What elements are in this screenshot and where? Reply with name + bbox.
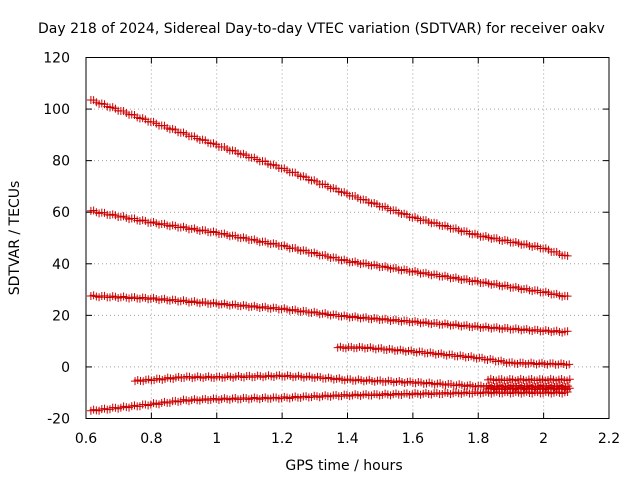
series-track-6 <box>86 387 572 415</box>
y-tick-label: 20 <box>52 308 70 324</box>
y-tick-label: 80 <box>52 154 70 170</box>
data-point <box>565 375 574 384</box>
y-tick-label: 40 <box>52 257 70 273</box>
series-track-1 <box>86 96 572 260</box>
y-axis-label: SDTVAR / TECUs <box>7 181 23 296</box>
x-tick-label: 2 <box>539 431 548 447</box>
x-tick-label: 1 <box>212 431 221 447</box>
x-tick-label: 1.4 <box>336 431 358 447</box>
y-tick-label: 60 <box>52 205 70 221</box>
x-tick-label: 1.6 <box>402 431 424 447</box>
x-axis-label: GPS time / hours <box>285 458 402 474</box>
data-series <box>86 96 574 415</box>
series-track-2 <box>86 206 572 301</box>
x-tick-label: 2.2 <box>598 431 620 447</box>
chart-title: Day 218 of 2024, Sidereal Day-to-day VTE… <box>38 21 605 37</box>
x-tick-label: 1.8 <box>467 431 489 447</box>
data-point <box>563 327 572 336</box>
x-tick-labels: 0.6 0.8 1 1.2 1.4 1.6 1.8 2 2.2 <box>75 431 620 447</box>
y-tick-label: -20 <box>47 412 70 428</box>
y-tick-label: 100 <box>43 102 70 118</box>
y-tick-labels: -20 0 20 40 60 80 100 120 <box>43 51 70 428</box>
series-track-5 <box>131 371 573 392</box>
x-tick-label: 0.8 <box>140 431 162 447</box>
y-tick-label: 0 <box>61 360 70 376</box>
data-point <box>563 292 572 301</box>
y-tick-label: 120 <box>43 51 70 67</box>
axis-ticks <box>85 57 610 419</box>
data-point <box>563 251 572 260</box>
x-tick-label: 1.2 <box>271 431 293 447</box>
data-point <box>565 360 574 369</box>
data-point <box>565 384 574 393</box>
grid-lines <box>86 57 609 419</box>
x-tick-label: 0.6 <box>75 431 97 447</box>
series-track-4 <box>333 342 574 370</box>
series-track-7 <box>484 374 574 385</box>
series-track-8 <box>484 383 574 394</box>
series-track-3 <box>86 291 572 337</box>
